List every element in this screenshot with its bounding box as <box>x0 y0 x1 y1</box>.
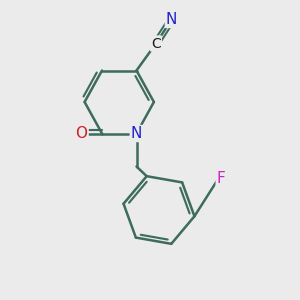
Text: N: N <box>131 126 142 141</box>
Text: F: F <box>217 171 226 186</box>
Text: O: O <box>76 126 88 141</box>
Text: C: C <box>151 37 161 50</box>
Text: N: N <box>166 12 177 27</box>
